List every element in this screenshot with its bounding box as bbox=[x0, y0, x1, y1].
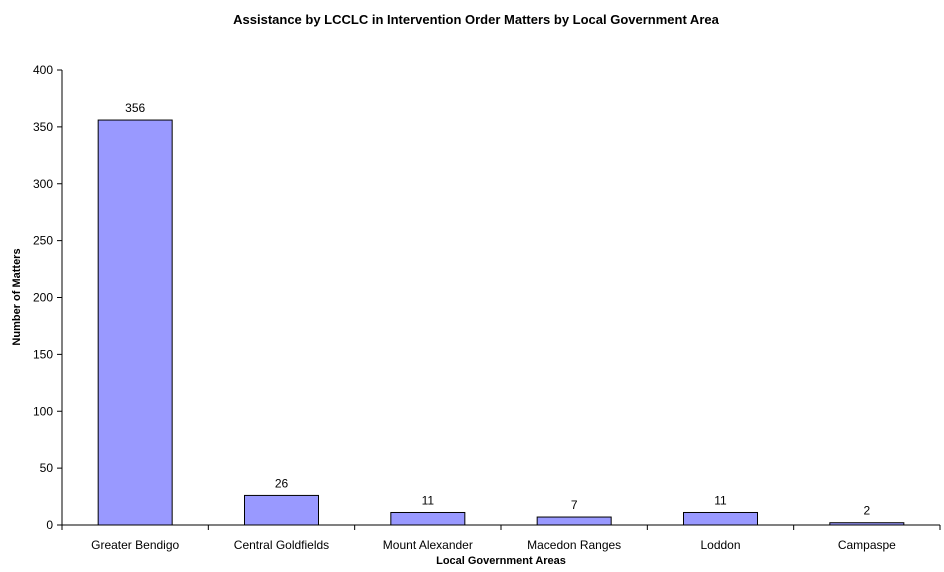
y-tick-label: 250 bbox=[33, 234, 53, 248]
y-tick-label: 350 bbox=[33, 120, 53, 134]
data-label: 7 bbox=[571, 498, 578, 512]
x-tick-label: Greater Bendigo bbox=[91, 538, 179, 552]
bar bbox=[244, 494, 319, 526]
x-tick-label: Campaspe bbox=[838, 538, 896, 552]
bar bbox=[829, 522, 905, 526]
bar bbox=[683, 511, 758, 526]
y-axis-title: Number of Matters bbox=[11, 248, 23, 345]
x-tick-label: Macedon Ranges bbox=[527, 538, 621, 552]
bar bbox=[390, 511, 466, 526]
y-tick-label: 400 bbox=[33, 63, 53, 77]
data-label: 11 bbox=[422, 493, 435, 507]
x-tick-label: Mount Alexander bbox=[383, 538, 473, 552]
data-label: 2 bbox=[863, 504, 870, 518]
y-ticks: 0 50 100 150 200 250 300 350 400 bbox=[33, 63, 62, 532]
y-tick-label: 0 bbox=[46, 518, 53, 532]
chart-title: Assistance by LCCLC in Intervention Orde… bbox=[233, 12, 719, 27]
y-tick-label: 300 bbox=[33, 177, 53, 191]
data-label: 26 bbox=[275, 476, 289, 490]
bar bbox=[97, 119, 173, 526]
bar bbox=[536, 516, 612, 526]
x-tick-label: Central Goldfields bbox=[234, 538, 329, 552]
data-labels: 356 26 11 7 11 2 bbox=[125, 101, 870, 518]
bars bbox=[97, 119, 905, 526]
x-ticks: Greater Bendigo Central Goldfields Mount A… bbox=[61, 525, 941, 552]
x-axis-title: Local Government Areas bbox=[436, 555, 566, 567]
y-tick-label: 50 bbox=[40, 461, 54, 475]
y-tick-label: 200 bbox=[33, 291, 53, 305]
x-tick-label: Loddon bbox=[700, 538, 740, 552]
y-tick-label: 100 bbox=[33, 404, 53, 418]
data-label: 11 bbox=[714, 493, 727, 507]
y-tick-label: 150 bbox=[33, 347, 53, 361]
data-label: 356 bbox=[125, 101, 145, 115]
